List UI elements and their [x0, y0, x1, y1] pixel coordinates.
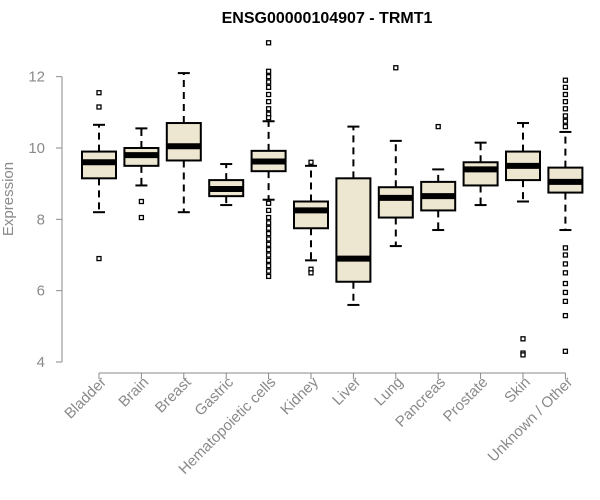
y-tick-label: 6: [37, 283, 45, 300]
iqr-box: [335, 177, 372, 283]
y-tick-label: 12: [28, 69, 45, 86]
box-hematopoietic-cells: [250, 40, 287, 280]
outlier-point: [562, 298, 569, 305]
outlier-point: [308, 270, 314, 276]
outlier-point: [265, 252, 272, 258]
outlier-point: [265, 74, 272, 80]
x-tick-label: Skin: [501, 374, 534, 407]
box-skin: [505, 122, 541, 358]
x-tick-label: Liver: [329, 374, 364, 409]
outlier-point: [265, 263, 272, 269]
outlier-point: [96, 255, 102, 262]
outlier-point: [562, 252, 569, 258]
outlier-point: [265, 230, 272, 237]
outlier-point: [562, 84, 569, 91]
outlier-point: [562, 261, 569, 267]
iqr-box: [293, 200, 329, 230]
y-axis-label: Expression: [0, 162, 17, 236]
outlier-point: [562, 280, 569, 287]
x-tick-label: Kidney: [277, 373, 322, 418]
outlier-point: [265, 207, 272, 214]
outlier-point: [562, 245, 569, 251]
x-tick-label: Bladder: [61, 374, 110, 423]
outlier-point: [265, 79, 272, 85]
outlier-point: [96, 90, 102, 96]
outlier-point: [562, 270, 569, 276]
outlier-point: [138, 198, 145, 205]
outlier-point: [265, 225, 272, 231]
box-bladder: [81, 90, 117, 262]
box-breast: [165, 72, 202, 214]
box-pancreas: [420, 123, 457, 232]
x-tick-label: Prostate: [440, 374, 492, 426]
outlier-point: [265, 68, 272, 74]
outlier-point: [265, 268, 272, 274]
iqr-box: [462, 161, 499, 187]
x-tick-label: Brain: [115, 374, 152, 411]
outlier-point: [520, 352, 526, 358]
outlier-point: [265, 106, 272, 112]
y-tick-label: 8: [37, 211, 45, 228]
outlier-point: [562, 289, 569, 296]
outlier-point: [265, 246, 272, 253]
outlier-point: [265, 98, 272, 105]
outlier-point: [562, 77, 569, 83]
outlier-point: [265, 84, 272, 91]
outlier-point: [562, 348, 569, 354]
outlier-point: [265, 220, 272, 226]
outlier-point: [265, 214, 272, 221]
box-kidney: [293, 159, 329, 276]
plot-area: [81, 40, 584, 358]
outlier-point: [562, 98, 569, 105]
outlier-point: [96, 104, 102, 110]
outlier-point: [393, 65, 399, 71]
box-liver: [335, 125, 372, 306]
outlier-point: [265, 40, 272, 46]
box-lung: [377, 65, 414, 248]
box-gastric: [208, 163, 245, 207]
x-tick-label: Lung: [371, 374, 407, 410]
outlier-point: [265, 273, 272, 280]
outlier-point: [562, 113, 569, 119]
chart-title: ENSG00000104907 - TRMT1: [222, 10, 433, 27]
outlier-point: [265, 200, 272, 206]
box-prostate: [462, 141, 499, 207]
box-brain: [123, 127, 160, 221]
y-tick-label: 4: [37, 354, 45, 371]
outlier-point: [308, 159, 314, 165]
outlier-point: [265, 241, 272, 247]
outlier-point: [265, 115, 272, 121]
outlier-point: [520, 336, 526, 342]
outlier-point: [562, 118, 569, 124]
outlier-point: [562, 106, 569, 112]
outlier-point: [138, 214, 145, 221]
outlier-point: [265, 91, 272, 98]
outlier-point: [562, 312, 569, 319]
outlier-point: [435, 123, 441, 130]
outlier-point: [562, 91, 569, 98]
iqr-box: [377, 186, 414, 219]
iqr-box: [165, 122, 202, 162]
outlier-point: [562, 123, 569, 130]
box-unknown-other: [547, 77, 584, 354]
outlier-point: [265, 257, 272, 264]
x-tick-label: Breast: [152, 373, 195, 416]
outlier-point: [265, 236, 272, 242]
y-tick-label: 10: [28, 140, 45, 157]
